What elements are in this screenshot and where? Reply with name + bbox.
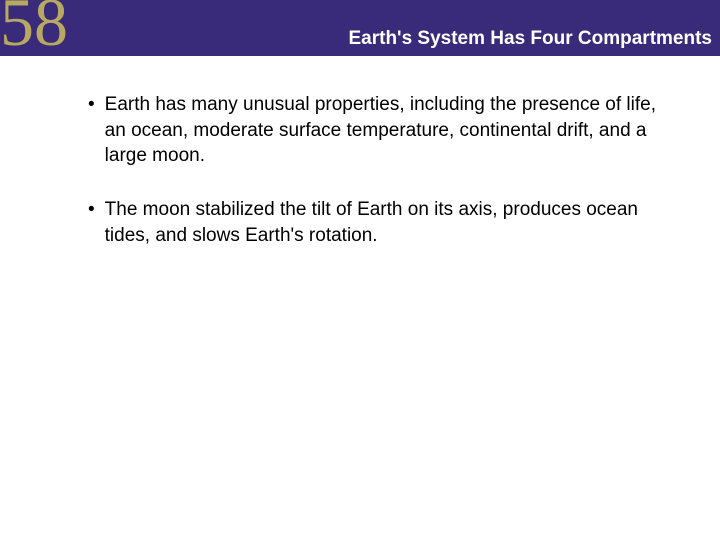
bullet-marker-icon: •	[88, 197, 95, 248]
bullet-marker-icon: •	[88, 92, 95, 169]
bullet-text: The moon stabilized the tilt of Earth on…	[105, 197, 660, 248]
header-bar: 58 Earth's System Has Four Compartments	[0, 0, 720, 56]
header-title: Earth's System Has Four Compartments	[348, 28, 712, 50]
content-area: • Earth has many unusual properties, inc…	[0, 56, 720, 248]
bullet-item: • The moon stabilized the tilt of Earth …	[88, 197, 660, 248]
bullet-item: • Earth has many unusual properties, inc…	[88, 92, 660, 169]
bullet-text: Earth has many unusual properties, inclu…	[105, 92, 660, 169]
chapter-number: 58	[0, 0, 68, 56]
